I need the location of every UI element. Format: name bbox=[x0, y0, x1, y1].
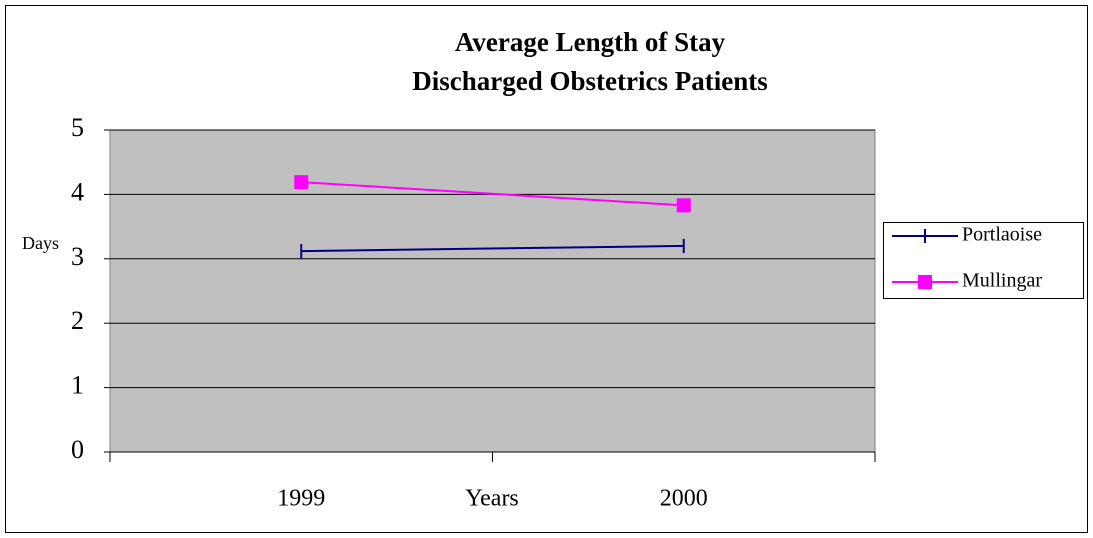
marker bbox=[676, 198, 691, 213]
series-line bbox=[301, 244, 684, 253]
y-tick-label: 4 bbox=[71, 177, 84, 206]
legend-label: Portlaoise bbox=[962, 224, 1042, 246]
chart-title: Average Length of Stay bbox=[455, 27, 726, 57]
marker bbox=[294, 175, 309, 190]
series-line bbox=[301, 181, 684, 207]
x-axis-label: Years bbox=[465, 486, 519, 512]
legend-label: Mullingar bbox=[962, 270, 1042, 292]
y-tick-label: 3 bbox=[71, 242, 84, 271]
y-axis-label: Days bbox=[22, 233, 59, 253]
y-tick-label: 1 bbox=[71, 371, 84, 400]
x-tick-label: 2000 bbox=[660, 486, 708, 512]
legend-marker bbox=[918, 275, 932, 289]
chart-subtitle: Discharged Obstetrics Patients bbox=[412, 66, 767, 96]
y-tick-label: 2 bbox=[71, 306, 84, 335]
plot-area bbox=[109, 129, 876, 453]
y-tick-label: 0 bbox=[71, 435, 84, 464]
x-tick-label: 1999 bbox=[277, 486, 325, 512]
y-tick-label: 5 bbox=[71, 113, 84, 142]
